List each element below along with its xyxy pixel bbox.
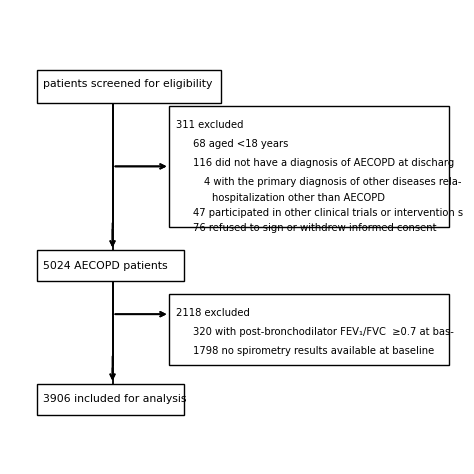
Text: 4 with the primary diagnosis of other diseases rela-: 4 with the primary diagnosis of other di…	[204, 177, 462, 187]
Bar	[169, 106, 448, 227]
Text: 2118 excluded: 2118 excluded	[176, 308, 250, 318]
Bar	[169, 294, 448, 365]
Text: 47 participated in other clinical trials or intervention s: 47 participated in other clinical trials…	[193, 209, 464, 219]
Text: hospitalization other than AECOPD: hospitalization other than AECOPD	[212, 192, 385, 203]
Text: patients screened for eligibility: patients screened for eligibility	[43, 79, 212, 89]
Text: 311 excluded: 311 excluded	[176, 120, 244, 130]
Bar	[37, 383, 184, 415]
Bar	[37, 250, 184, 282]
Text: 3906 included for analysis: 3906 included for analysis	[43, 394, 186, 404]
Text: 1798 no spirometry results available at baseline: 1798 no spirometry results available at …	[193, 346, 435, 356]
Text: 76 refused to sign or withdrew informed consent: 76 refused to sign or withdrew informed …	[193, 223, 437, 233]
Text: 68 aged <18 years: 68 aged <18 years	[193, 139, 289, 149]
Text: 116 did not have a diagnosis of AECOPD at discharg: 116 did not have a diagnosis of AECOPD a…	[193, 158, 455, 168]
Bar	[37, 70, 221, 102]
Text: 320 with post-bronchodilator FEV₁/FVC  ≥0.7 at bas-: 320 with post-bronchodilator FEV₁/FVC ≥0…	[193, 327, 454, 337]
Text: 5024 AECOPD patients: 5024 AECOPD patients	[43, 261, 167, 271]
